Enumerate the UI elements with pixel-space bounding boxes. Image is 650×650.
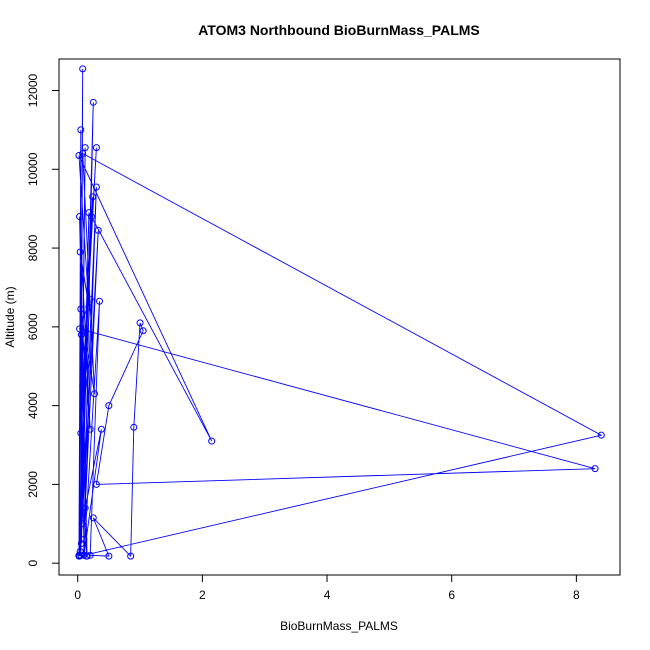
data-point [86,425,94,433]
x-tick-label: 0 [74,588,81,602]
data-point [77,126,85,134]
data-point [75,152,83,160]
y-tick-label: 2000 [26,471,40,498]
data-point [79,382,87,390]
data-point [96,297,104,305]
data-point [92,480,100,488]
y-axis: 0 2000 4000 6000 8000 10000 12000 [26,74,60,567]
x-tick-label: 8 [573,588,580,602]
data-point [127,552,135,560]
series-line [78,68,603,558]
data-point [76,213,84,221]
chart-title: ATOM3 Northbound BioBurnMass_PALMS [198,22,480,38]
data-point [87,213,95,221]
data-point [82,552,90,560]
x-tick-label: 2 [199,588,206,602]
data-point [89,193,97,201]
data-point [105,402,113,410]
data-point [81,504,89,512]
data-point [85,303,93,311]
x-tick-label: 4 [324,588,331,602]
y-tick-label: 4000 [26,392,40,419]
y-tick-label: 0 [26,560,40,567]
data-point [76,547,84,555]
data-point [591,465,599,473]
data-point [92,183,100,191]
data-point [89,514,97,522]
data-point [92,144,100,152]
data-point [130,423,138,431]
y-axis-label: Altitude (m) [3,286,17,347]
data-point [79,150,87,158]
data-point [86,295,94,303]
y-tick-label: 10000 [26,152,40,186]
x-axis-label: BioBurnMass_PALMS [280,619,398,633]
data-point [77,305,85,313]
data-point [76,248,84,256]
data-point [77,331,85,339]
data-point [94,226,102,234]
data-point [208,437,216,445]
x-axis: 0 2 4 6 8 [74,574,580,602]
data-point [77,429,85,437]
data-point [97,425,105,433]
data-point [79,65,87,73]
data-point [80,536,88,544]
y-tick-label: 12000 [26,74,40,108]
data-point [81,362,89,370]
plot-frame [58,58,621,576]
series-layer [75,65,605,560]
data-point [91,390,99,398]
data-point [139,327,147,335]
data-point [78,520,86,528]
data-point [597,431,605,439]
data-point [105,552,113,560]
y-tick-label: 6000 [26,313,40,340]
data-point [89,98,97,106]
x-tick-label: 6 [448,588,455,602]
data-point [75,551,83,559]
y-tick-label: 8000 [26,234,40,261]
data-point [81,144,89,152]
data-point [136,319,144,327]
data-point [76,552,84,560]
